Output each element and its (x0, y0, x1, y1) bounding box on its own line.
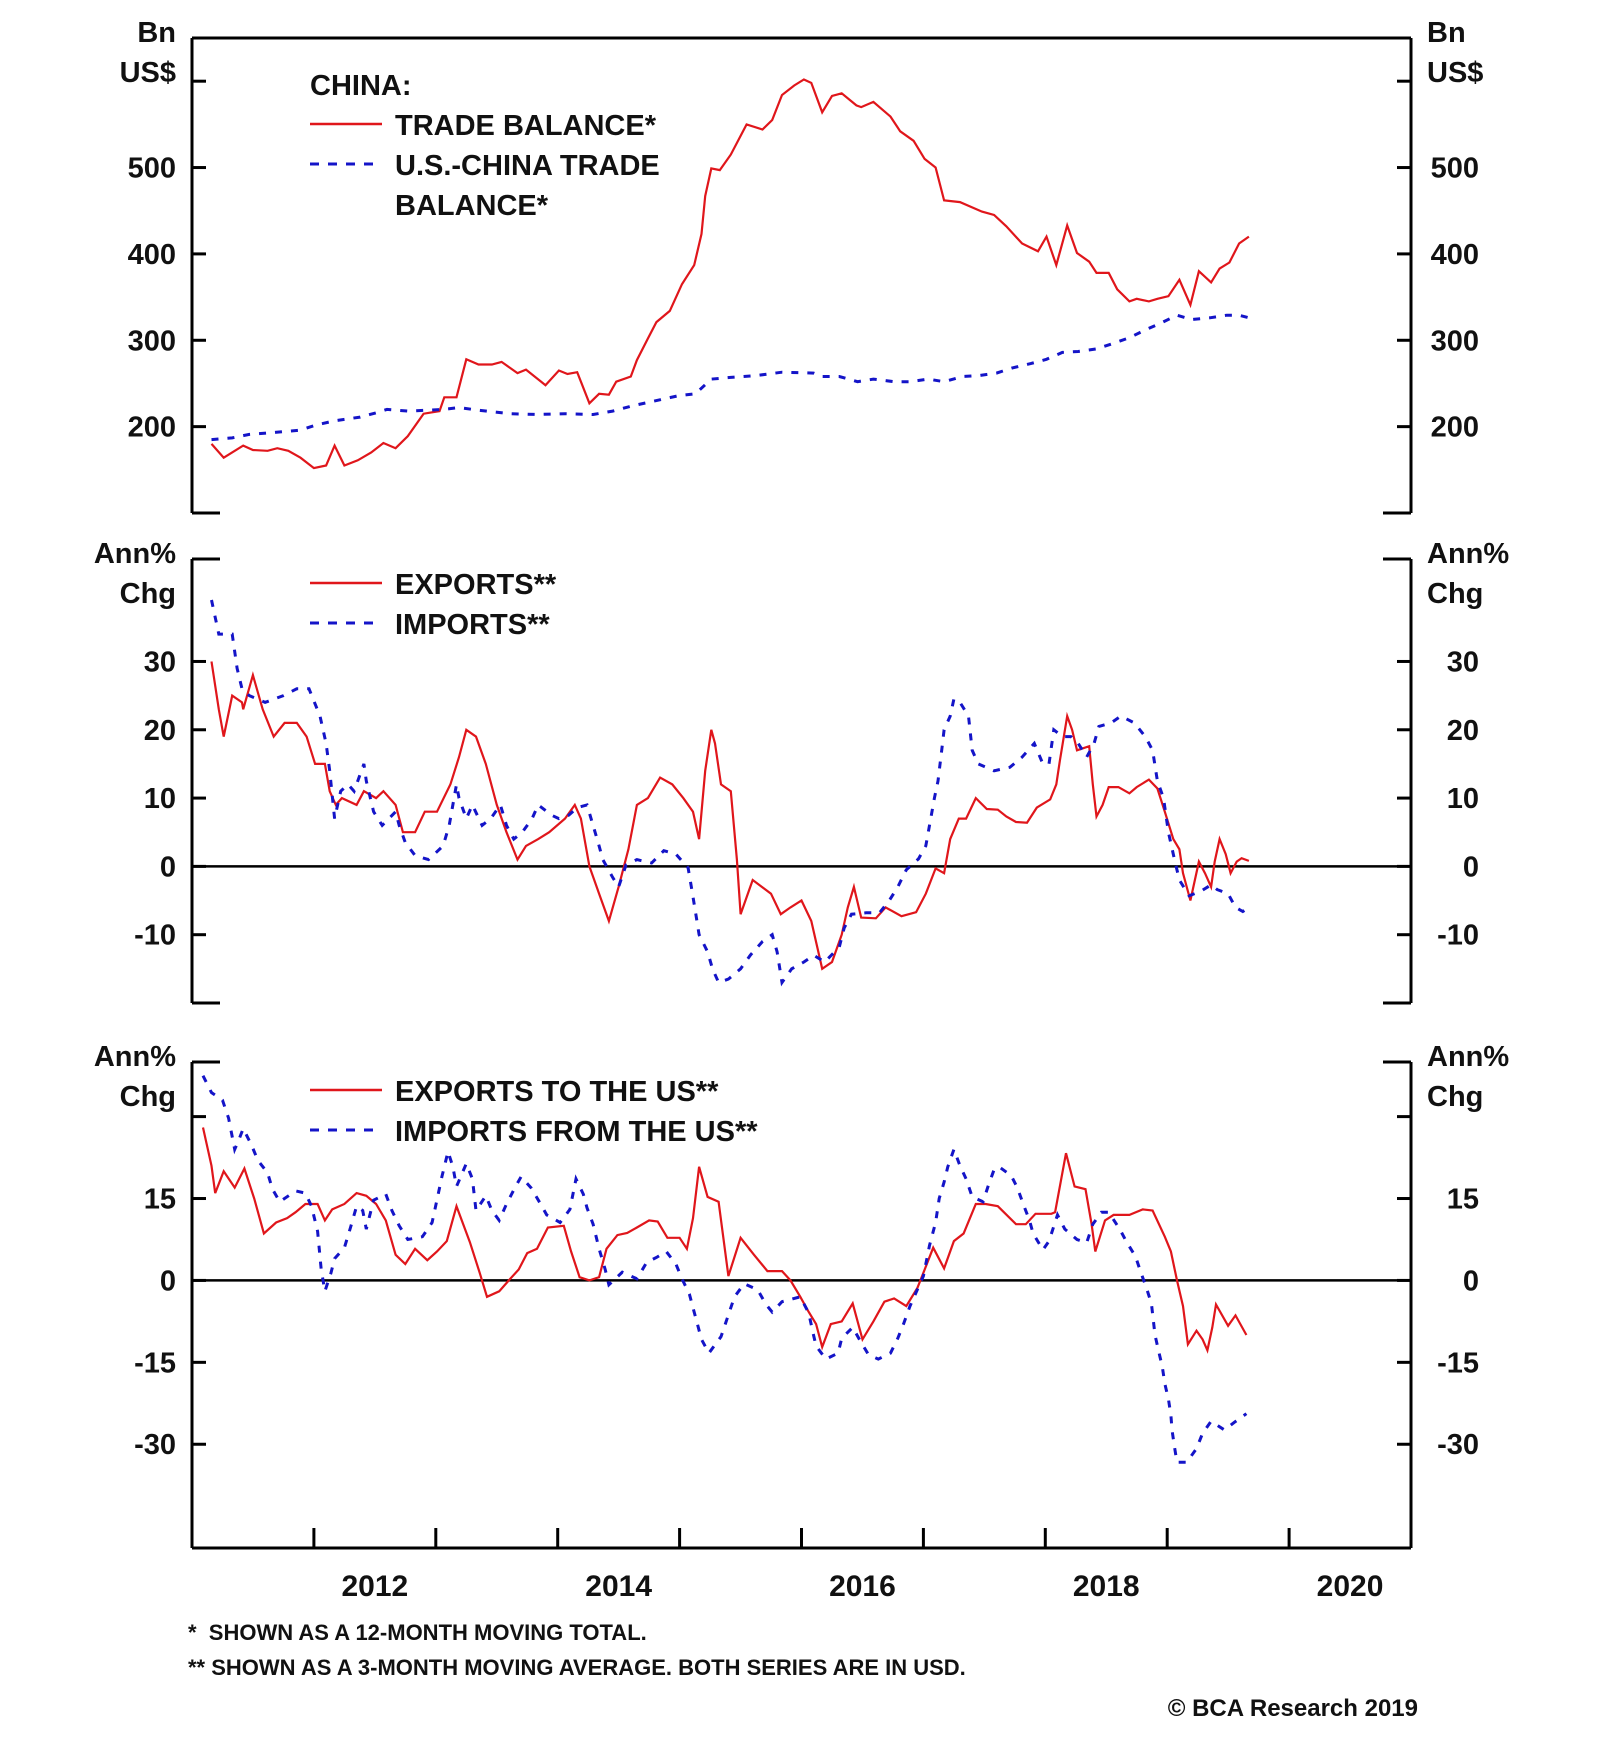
x-tick-label: 2012 (341, 1570, 408, 1603)
left-unit-label: US$ (120, 57, 176, 89)
y-tick-label-right: 10 (1447, 783, 1479, 815)
y-tick-label-left: -10 (134, 920, 176, 952)
y-tick-label-left: 30 (144, 646, 176, 678)
y-tick-label-left: 0 (160, 851, 176, 883)
y-tick-label-left: 200 (128, 412, 176, 444)
right-unit-label: Bn (1427, 17, 1466, 49)
legend-label: IMPORTS** (395, 609, 550, 641)
y-tick-label-left: 15 (144, 1184, 176, 1216)
y-tick-label-left: -15 (134, 1347, 176, 1379)
right-unit-label: US$ (1427, 57, 1483, 89)
y-tick-label-right: 0 (1463, 851, 1479, 883)
series-line-imports (210, 599, 1250, 987)
left-unit-label: Ann% (94, 538, 176, 570)
right-unit-label: Ann% (1427, 538, 1509, 570)
right-unit-label: Ann% (1427, 1041, 1509, 1073)
y-tick-label-left: 400 (128, 239, 176, 271)
legend-label: EXPORTS** (395, 569, 557, 601)
legend-item: TRADE BALANCE* (310, 110, 657, 142)
panel-exports-imports: Ann% Ann% Chg Chg -10 -10 0 0 10 10 20 20 30 30 EXPORT… (94, 538, 1509, 1005)
x-tick-label: 2020 (1317, 1570, 1384, 1603)
y-tick-label-right: 500 (1431, 153, 1479, 185)
panel-us-trade: Ann% Ann% Chg Chg -30 -30 -15 -15 0 0 15 15 EXPORTS … (94, 1041, 1509, 1548)
right-unit-label: Chg (1427, 1081, 1483, 1113)
left-unit-label: Ann% (94, 1041, 176, 1073)
y-tick-label-right: -10 (1437, 920, 1479, 952)
legend-item: U.S.-CHINA TRADE BALANCE* (310, 150, 660, 222)
legend-item: IMPORTS** (310, 609, 550, 641)
y-tick-label-right: 30 (1447, 646, 1479, 678)
left-unit-label: Bn (137, 17, 176, 49)
legend-item: EXPORTS** (310, 569, 557, 601)
y-tick-label-left: 500 (128, 153, 176, 185)
footnote-moving-average: ** SHOWN AS A 3-MONTH MOVING AVERAGE. BO… (188, 1655, 966, 1680)
series-line-u-s-china-trade-balance (211, 313, 1250, 442)
left-unit-label: Chg (120, 578, 176, 610)
y-tick-label-right: 400 (1431, 239, 1479, 271)
legend-label: BALANCE* (395, 190, 549, 222)
series-line-exports (210, 661, 1250, 971)
legend-label: TRADE BALANCE* (395, 110, 657, 142)
right-unit-label: Chg (1427, 578, 1483, 610)
y-tick-label-left: 0 (160, 1265, 176, 1297)
y-tick-label-left: -30 (134, 1429, 176, 1461)
x-tick-label: 2014 (585, 1570, 652, 1603)
legend-item: EXPORTS TO THE US** (310, 1076, 719, 1108)
panel-trade-balance: Bn Bn US$ US$ 200 200 300 300 400 400 500 500 CHINA:… (120, 17, 1483, 515)
y-tick-label-right: -15 (1437, 1347, 1479, 1379)
y-tick-label-right: 200 (1431, 412, 1479, 444)
copyright: © BCA Research 2019 (1168, 1695, 1418, 1722)
y-tick-label-left: 300 (128, 325, 176, 357)
series-line-exports-to-the-us (201, 1127, 1248, 1354)
legend-label: EXPORTS TO THE US** (395, 1076, 719, 1108)
y-tick-label-right: 20 (1447, 715, 1479, 747)
y-tick-label-right: -30 (1437, 1429, 1479, 1461)
y-tick-label-right: 300 (1431, 325, 1479, 357)
y-tick-label-left: 10 (144, 783, 176, 815)
y-tick-label-right: 0 (1463, 1265, 1479, 1297)
left-unit-label: Chg (120, 1081, 176, 1113)
x-tick-label: 2018 (1073, 1570, 1140, 1603)
x-tick-label: 2016 (829, 1570, 896, 1603)
legend-label: U.S.-CHINA TRADE (395, 150, 660, 182)
series-line-imports-from-the-us (201, 1075, 1248, 1464)
footnote-moving-total: * SHOWN AS A 12-MONTH MOVING TOTAL. (188, 1620, 647, 1645)
legend-label: IMPORTS FROM THE US** (395, 1116, 758, 1148)
y-tick-label-left: 20 (144, 715, 176, 747)
y-tick-label-right: 15 (1447, 1184, 1479, 1216)
x-axis: 2012 2014 2016 2018 2020 (192, 1528, 1411, 1603)
series-line-trade-balance (210, 78, 1250, 470)
legend-title: CHINA: (310, 70, 412, 102)
legend-item: IMPORTS FROM THE US** (310, 1116, 758, 1148)
